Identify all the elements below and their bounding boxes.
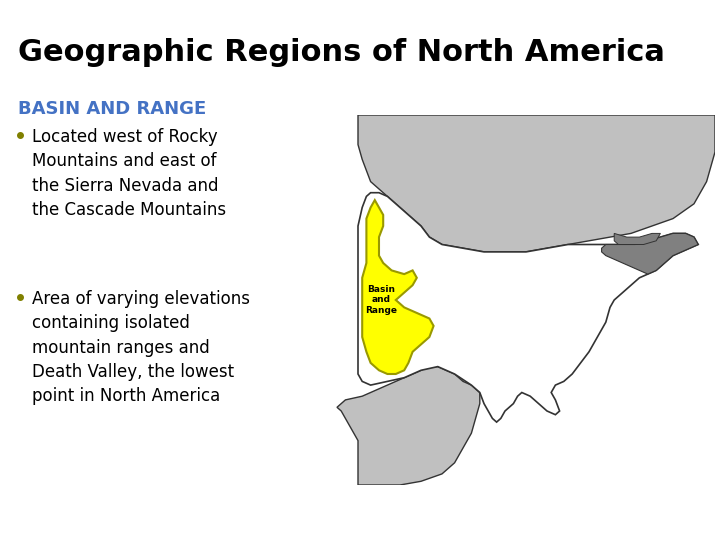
Polygon shape (614, 233, 660, 245)
Polygon shape (358, 115, 715, 252)
Polygon shape (358, 193, 698, 422)
Polygon shape (362, 200, 433, 374)
Polygon shape (602, 233, 698, 274)
Text: BASIN AND RANGE: BASIN AND RANGE (18, 100, 206, 118)
Text: Located west of Rocky
Mountains and east of
the Sierra Nevada and
the Cascade Mo: Located west of Rocky Mountains and east… (32, 128, 226, 219)
Text: Basin
and
Range: Basin and Range (365, 285, 397, 315)
Text: Area of varying elevations
containing isolated
mountain ranges and
Death Valley,: Area of varying elevations containing is… (32, 290, 250, 405)
Polygon shape (337, 367, 480, 485)
Text: Geographic Regions of North America: Geographic Regions of North America (18, 38, 665, 67)
